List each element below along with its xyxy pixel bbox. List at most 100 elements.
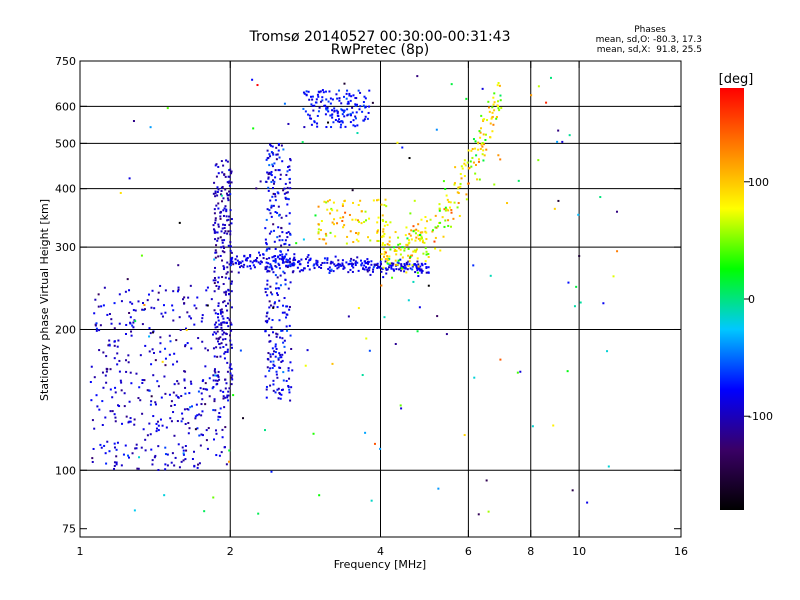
data-point — [442, 180, 445, 183]
data-point — [215, 432, 218, 435]
data-point — [274, 343, 277, 346]
data-point — [351, 106, 354, 109]
data-point — [274, 265, 277, 268]
data-point — [269, 384, 272, 387]
data-point — [397, 243, 400, 246]
data-point — [339, 264, 342, 267]
data-point — [246, 265, 249, 268]
data-point — [407, 239, 410, 242]
data-point — [329, 231, 332, 234]
data-point — [557, 129, 560, 132]
data-point — [235, 262, 238, 265]
data-point — [287, 231, 290, 234]
data-point — [228, 175, 231, 178]
data-point — [386, 262, 389, 265]
data-point — [102, 351, 105, 354]
data-point — [376, 199, 379, 202]
data-point — [286, 236, 289, 239]
data-point — [150, 400, 153, 403]
data-point — [385, 272, 388, 275]
data-point — [286, 191, 289, 194]
data-point — [283, 351, 286, 354]
data-point — [219, 355, 222, 358]
data-point — [485, 479, 488, 482]
data-point — [189, 380, 192, 383]
data-point — [215, 244, 218, 247]
data-point — [376, 221, 379, 224]
data-point — [288, 178, 291, 181]
data-point — [113, 413, 116, 416]
data-point — [421, 237, 424, 240]
data-point — [157, 445, 160, 448]
data-point — [194, 417, 197, 420]
data-point — [103, 444, 106, 447]
data-point — [155, 430, 158, 433]
data-point — [465, 198, 468, 201]
data-point — [217, 188, 220, 191]
data-point — [366, 270, 369, 273]
data-point — [219, 416, 222, 419]
data-point — [310, 103, 313, 106]
data-point — [249, 255, 252, 258]
data-point — [439, 221, 442, 224]
data-point — [114, 386, 117, 389]
data-point — [251, 78, 254, 81]
data-point — [519, 370, 522, 373]
data-point — [316, 114, 319, 117]
data-point — [285, 313, 288, 316]
data-point — [172, 363, 175, 366]
data-point — [409, 256, 412, 259]
data-point — [221, 311, 224, 314]
data-point — [127, 456, 130, 459]
data-point — [358, 108, 361, 111]
data-point — [366, 258, 369, 261]
data-point — [97, 305, 100, 308]
data-point — [213, 231, 216, 234]
data-point — [212, 279, 215, 282]
data-point — [268, 232, 271, 235]
data-point — [184, 386, 187, 389]
data-point — [350, 257, 353, 260]
data-point — [176, 420, 179, 423]
data-point — [281, 253, 284, 256]
data-point — [274, 301, 277, 304]
grid-lines — [80, 61, 681, 537]
data-point — [272, 192, 275, 195]
data-point — [465, 97, 468, 100]
data-point — [249, 264, 252, 267]
data-point — [394, 248, 397, 251]
data-point — [293, 256, 296, 259]
data-point — [220, 230, 223, 233]
data-point — [282, 379, 285, 382]
data-point — [363, 95, 366, 98]
data-point — [396, 261, 399, 264]
data-point — [133, 418, 136, 421]
data-point — [497, 104, 500, 107]
data-point — [160, 396, 163, 399]
data-point — [226, 316, 229, 319]
data-point — [285, 264, 288, 267]
data-point — [141, 308, 144, 311]
data-point — [408, 157, 411, 160]
data-point — [336, 110, 339, 113]
data-point — [287, 198, 290, 201]
data-point — [285, 260, 288, 263]
data-point — [204, 388, 207, 391]
data-point — [129, 316, 132, 319]
data-point — [200, 392, 203, 395]
data-point — [151, 463, 154, 466]
data-point — [326, 261, 329, 264]
data-point — [115, 461, 118, 464]
data-point — [228, 263, 231, 266]
data-point — [275, 146, 278, 149]
data-point — [345, 261, 348, 264]
data-point — [437, 225, 440, 228]
data-point — [159, 350, 162, 353]
data-point — [151, 459, 154, 462]
data-point — [267, 189, 270, 192]
data-point — [319, 100, 322, 103]
data-point — [276, 376, 279, 379]
data-point — [227, 218, 230, 221]
data-point — [421, 239, 424, 242]
